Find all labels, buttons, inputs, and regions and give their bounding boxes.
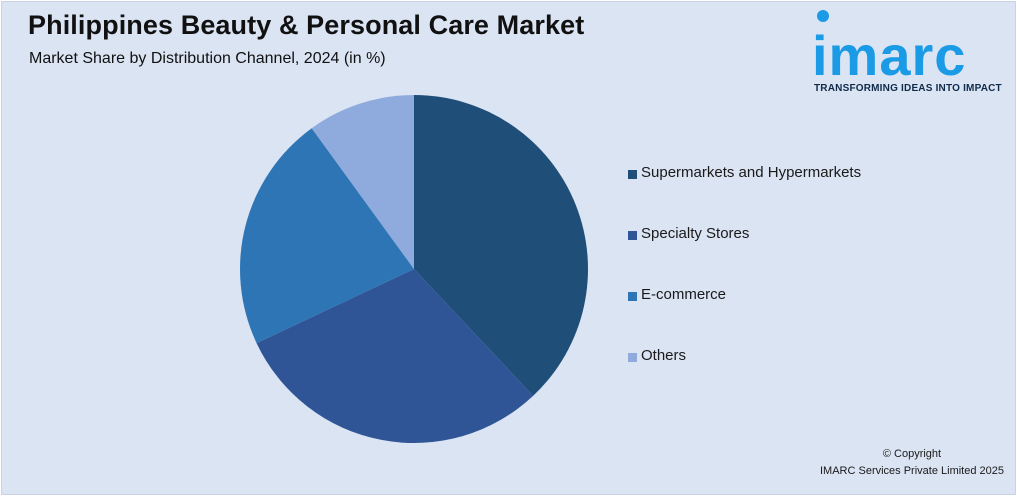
logo-tagline: TRANSFORMING IDEAS INTO IMPACT xyxy=(814,83,1002,94)
logo-wordmark: imarc xyxy=(812,24,967,87)
pie-slice-e-commerce xyxy=(239,128,414,344)
chart-subtitle: Market Share by Distribution Channel, 20… xyxy=(29,50,386,67)
legend-swatch xyxy=(628,353,637,362)
copyright-line-2: IMARC Services Private Limited 2025 xyxy=(819,465,1004,477)
logo-dot-icon xyxy=(817,10,829,22)
legend-swatch xyxy=(628,170,637,179)
copyright-notice: © Copyright IMARC Services Private Limit… xyxy=(820,446,1004,480)
copyright-line-1: © Copyright xyxy=(882,448,942,460)
pie-slice-others xyxy=(311,95,414,269)
chart-title: Philippines Beauty & Personal Care Marke… xyxy=(28,10,585,40)
legend-swatch xyxy=(628,231,637,240)
legend-label: E-commerce xyxy=(641,286,727,303)
legend-label: Specialty Stores xyxy=(641,225,750,242)
pie-slice-supermarkets-and-hypermarkets xyxy=(414,95,588,396)
legend-label: Others xyxy=(641,347,687,364)
legend-swatch xyxy=(628,292,637,301)
pie-slice-specialty-stores xyxy=(256,269,534,444)
legend-label: Supermarkets and Hypermarkets xyxy=(641,164,862,181)
imarc-logo: imarc TRANSFORMING IDEAS INTO IMPACT xyxy=(812,10,1012,100)
